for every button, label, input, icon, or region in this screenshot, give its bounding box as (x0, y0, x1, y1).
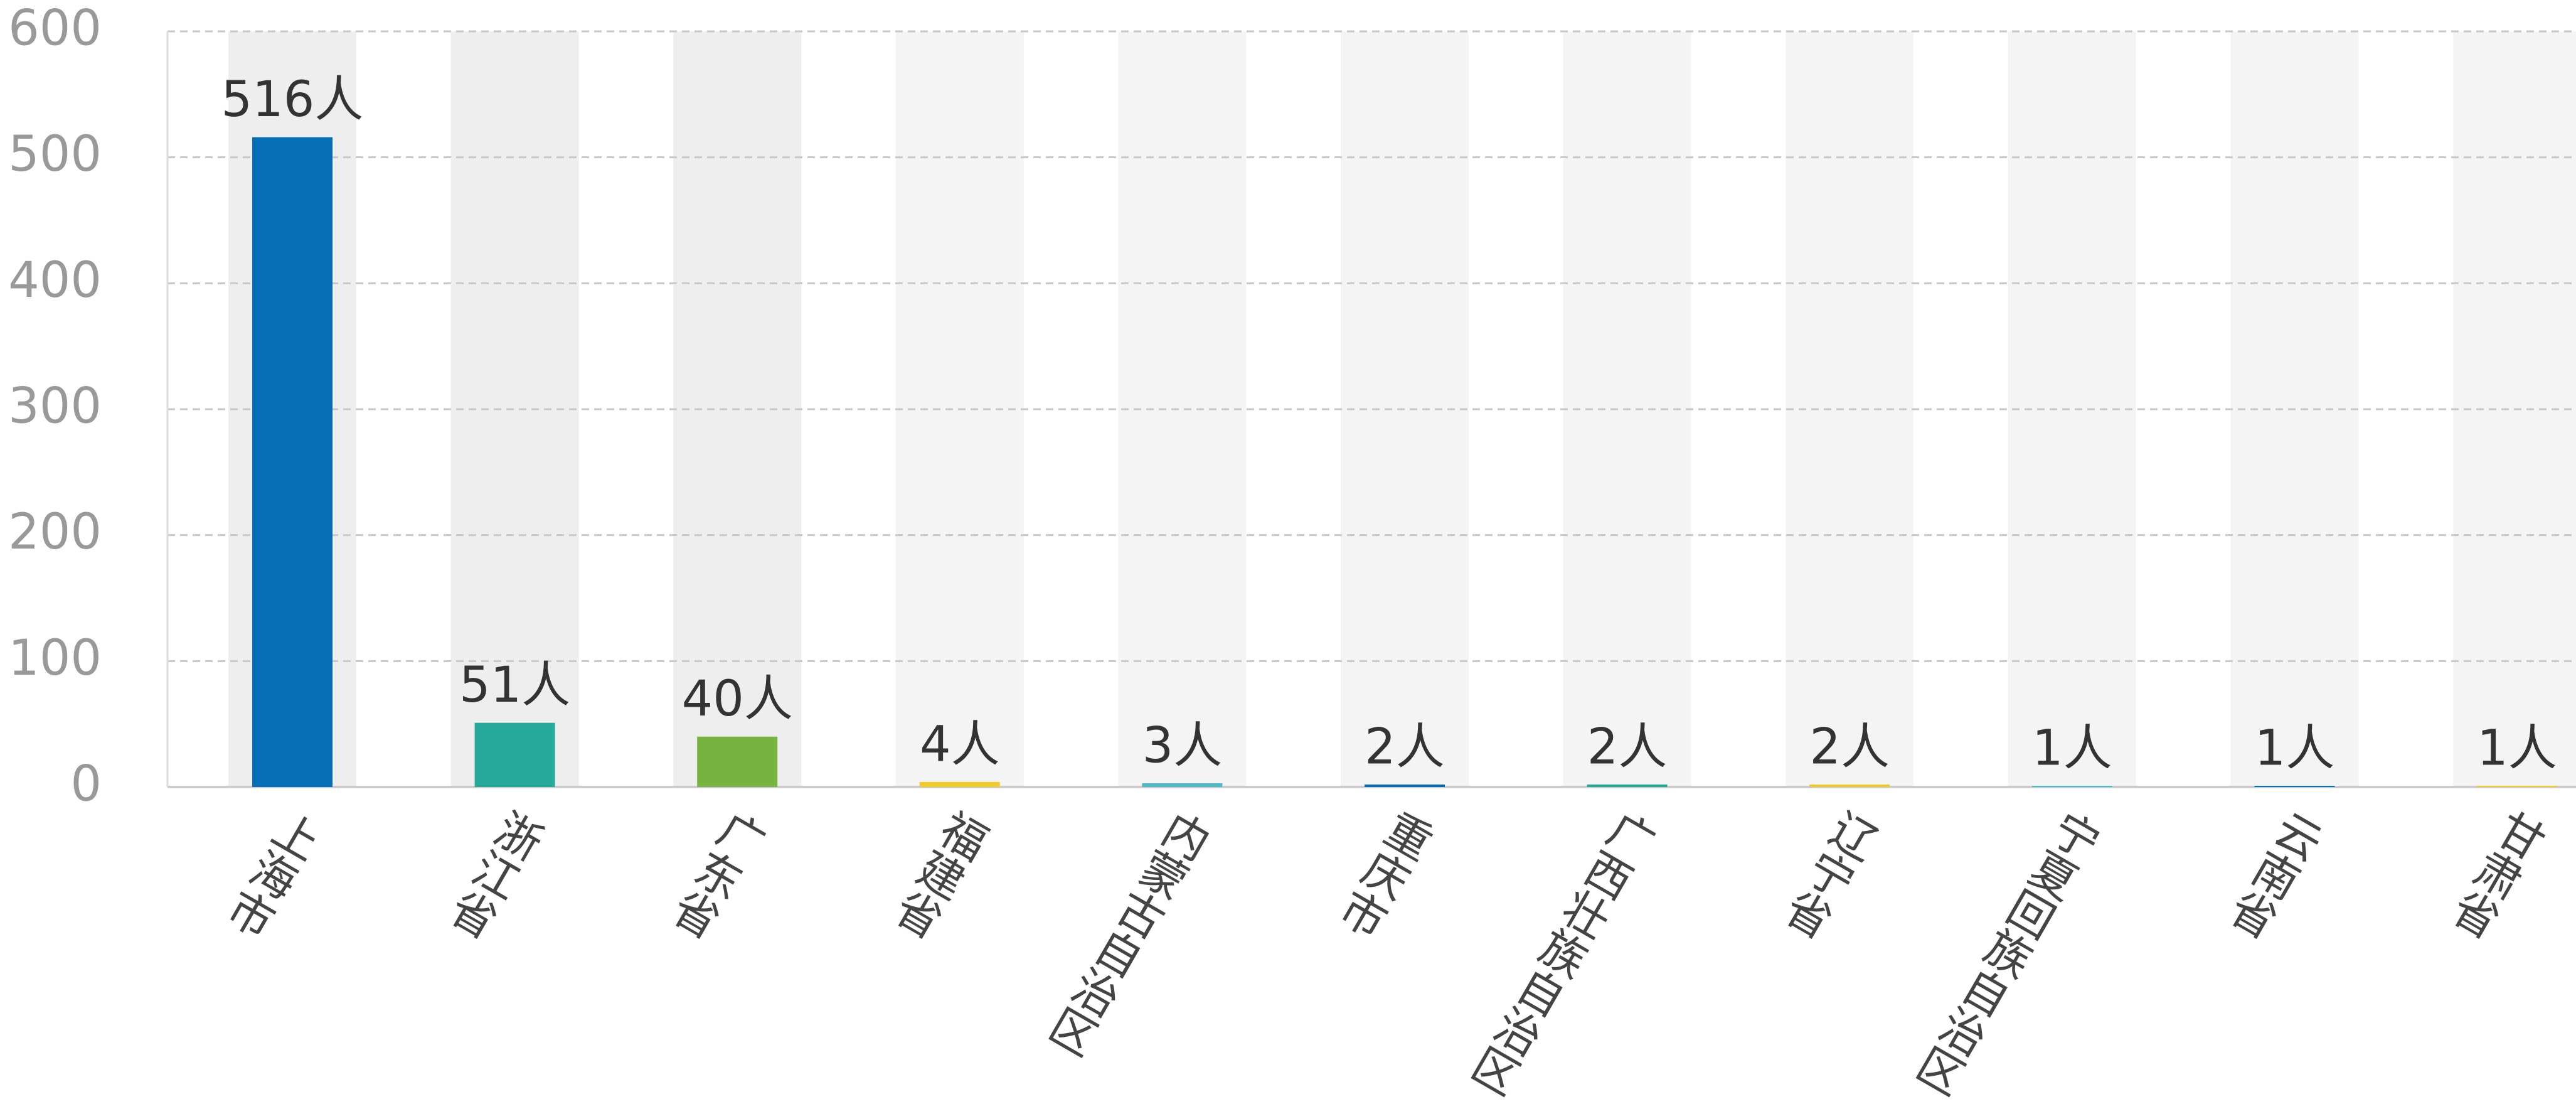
y-tick-label: 300 (8, 378, 102, 434)
value-label: 4人 (920, 716, 1000, 773)
bar (474, 722, 555, 787)
value-label: 3人 (1142, 717, 1223, 774)
value-label: 1人 (2477, 720, 2557, 776)
y-tick-label: 0 (70, 756, 102, 812)
bar (1365, 784, 1445, 787)
y-tick-label: 100 (8, 630, 102, 687)
value-label: 40人 (682, 671, 793, 727)
value-label: 51人 (459, 657, 570, 714)
x-tick-label: 广东省 (659, 801, 773, 945)
x-tick-label: 重庆市 (1326, 801, 1440, 945)
y-tick-label: 400 (8, 252, 102, 309)
bar (252, 137, 333, 787)
value-label: 2人 (1587, 719, 1668, 775)
x-tick-label: 甘肃省 (2439, 801, 2552, 945)
bar (697, 736, 778, 787)
bar (2031, 785, 2112, 787)
value-label: 2人 (1809, 719, 1890, 775)
y-tick-label: 500 (8, 126, 102, 183)
x-tick-label: 上海市 (214, 801, 327, 945)
value-label: 1人 (2255, 720, 2335, 776)
value-label: 2人 (1365, 719, 1445, 775)
y-tick-label: 600 (8, 0, 102, 56)
bar (2254, 785, 2335, 787)
bar (2477, 785, 2557, 787)
x-tick-label: 广西壮族自治区 (1459, 801, 1663, 1101)
bar (919, 781, 1000, 787)
value-label: 1人 (2032, 720, 2112, 776)
x-tick-label: 云南省 (2217, 801, 2330, 945)
bar (1587, 784, 1668, 787)
bar (1142, 783, 1223, 787)
y-tick-label: 200 (8, 504, 102, 560)
x-tick-label: 宁夏回族自治区 (1903, 801, 2107, 1101)
x-tick-label: 内蒙古自治区 (1036, 801, 1218, 1062)
x-tick-label: 浙江省 (437, 801, 550, 945)
value-label: 516人 (221, 72, 364, 128)
x-tick-label: 福建省 (881, 801, 995, 945)
x-tick-label: 辽宁省 (1772, 801, 1885, 945)
bar (1809, 784, 1890, 787)
